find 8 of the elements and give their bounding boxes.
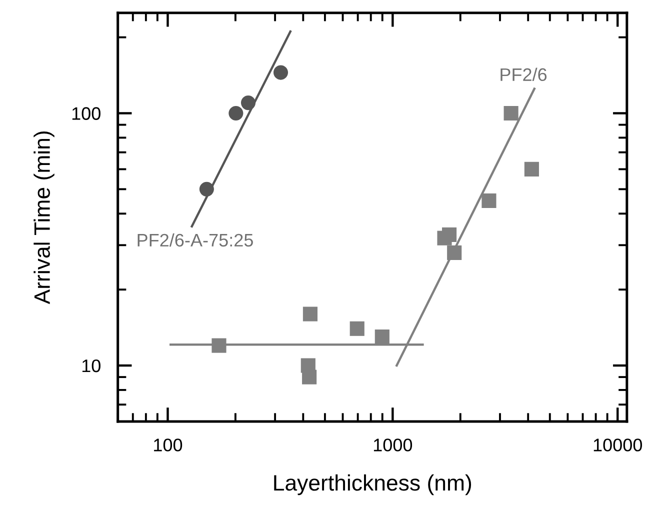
series-label: PF2/6 <box>500 68 547 82</box>
y-tick-label: 10 <box>82 359 100 372</box>
y-axis-title: Arrival Time (min) <box>34 132 54 304</box>
x-tick-label: 100 <box>154 438 182 452</box>
text: PF2/6-A-75:25 <box>138 233 253 247</box>
x-tick-label: 10000 <box>594 438 642 452</box>
x-tick-label: 1000 <box>374 438 412 452</box>
x-axis-title: Layerthickness (nm) <box>274 474 472 496</box>
